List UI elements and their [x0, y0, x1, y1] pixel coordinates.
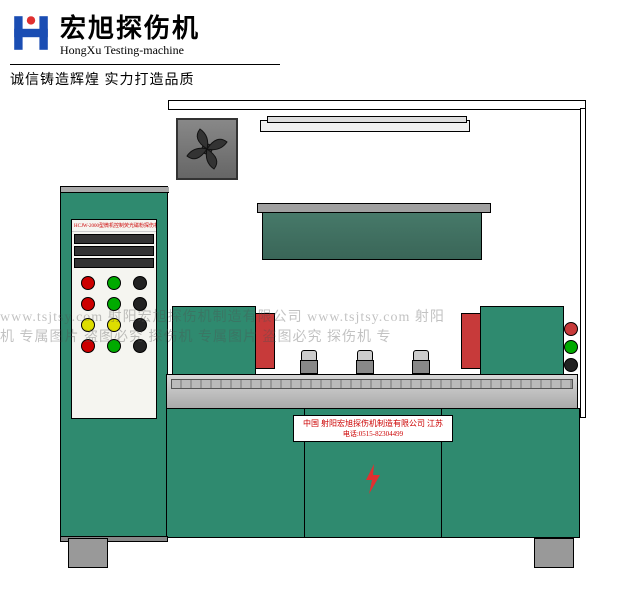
nameplate: 中国 射阳宏旭探伤机制造有限公司 江苏 电话:0515-82304499	[293, 415, 453, 442]
panel-display	[74, 258, 154, 268]
frame-top-beam	[168, 100, 586, 110]
cabinet-panel-mid: 中国 射阳宏旭探伤机制造有限公司 江苏 电话:0515-82304499	[305, 409, 443, 537]
spray-hood	[262, 210, 482, 260]
machine-bed	[166, 374, 578, 410]
watermark-line-2: 机 专属图片 盗图必究 探伤机 专属图片 盗图必究 探伤机 专	[0, 326, 640, 346]
nameplate-phone: 电话:0515-82304499	[298, 429, 448, 439]
cabinet-panel-left	[167, 409, 305, 537]
knob	[133, 276, 147, 290]
high-voltage-icon	[343, 459, 403, 499]
logo-tagline: 诚信铸造辉煌 实力打造品质	[10, 69, 290, 89]
frame-right-post	[580, 108, 586, 418]
control-cabinet: HCJW-2000型微机控制荧光磁粉探伤机	[60, 186, 168, 538]
logo-icon	[10, 12, 52, 54]
logo-name-cn: 宏旭探伤机	[60, 8, 200, 45]
logo-name-en: HongXu Testing-machine	[60, 43, 200, 58]
uv-lamp	[260, 120, 470, 132]
panel-title: HCJW-2000型微机控制荧光磁粉探伤机	[72, 220, 156, 232]
nameplate-company: 中国 射阳宏旭探伤机制造有限公司 江苏	[298, 418, 448, 429]
exhaust-fan-icon	[176, 118, 238, 180]
knob	[81, 276, 95, 290]
logo-block: 宏旭探伤机 HongXu Testing-machine 诚信铸造辉煌 实力打造…	[10, 8, 290, 89]
knob	[107, 276, 121, 290]
machine-leg-right	[534, 538, 574, 568]
machine-leg-left	[68, 538, 108, 568]
watermark-line-1: www.tsjtsy.com 射阳宏旭探伤机制造有限公司 www.tsjtsy.…	[0, 306, 640, 326]
panel-display	[74, 234, 154, 244]
dial	[564, 358, 578, 372]
panel-display	[74, 246, 154, 256]
logo-divider	[10, 64, 280, 65]
cabinet-panel-right	[442, 409, 579, 537]
lower-cabinet: 中国 射阳宏旭探伤机制造有限公司 江苏 电话:0515-82304499	[166, 408, 580, 538]
